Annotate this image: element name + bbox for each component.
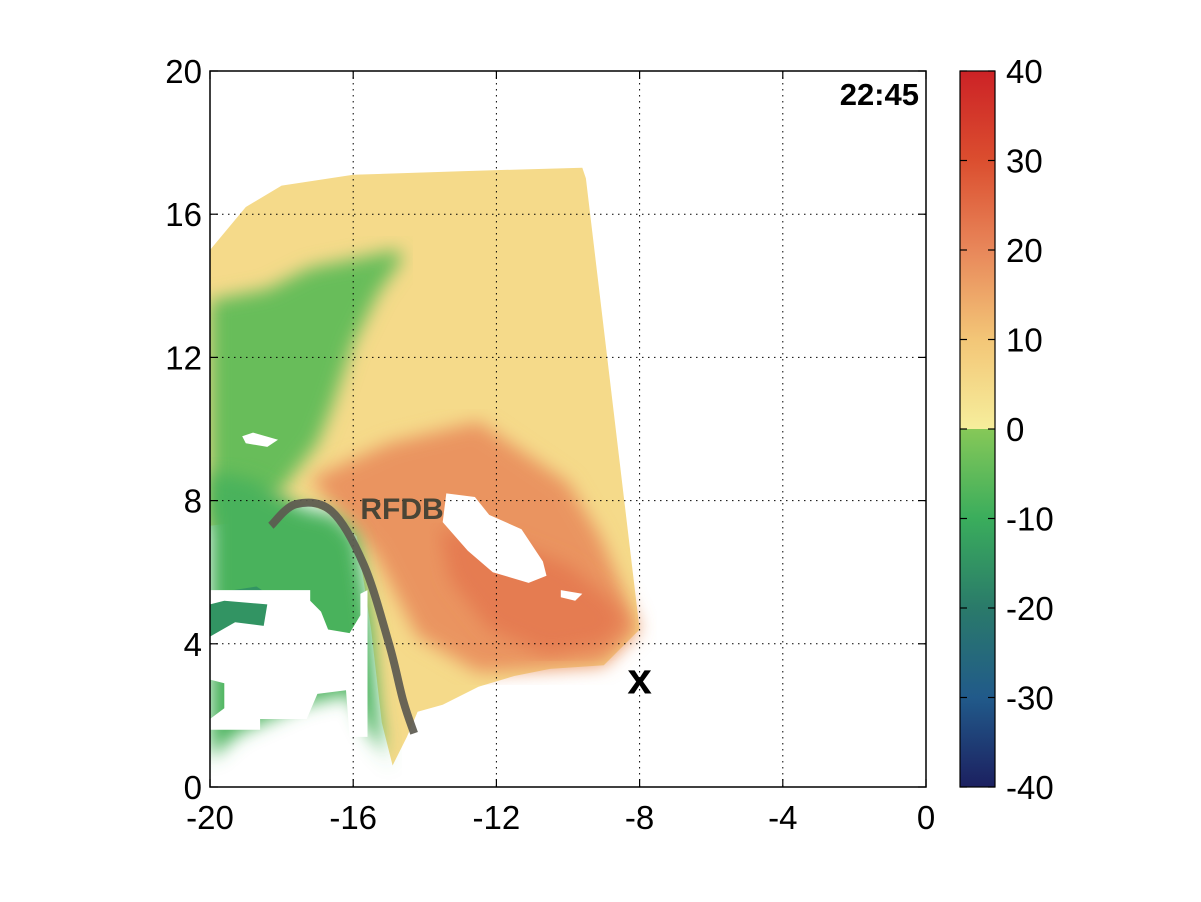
y-tick-label: 20 bbox=[165, 53, 202, 90]
y-tick-label: 4 bbox=[184, 626, 202, 663]
gap-3 bbox=[242, 432, 278, 447]
colorbar-tick-labels: -40 -30 -20 -10 0 10 20 30 40 bbox=[1006, 53, 1054, 806]
x-axis-tick-labels: -20 -16 -12 -8 -4 0 bbox=[186, 799, 935, 836]
x-marker: x bbox=[627, 655, 652, 704]
x-tick-label: -12 bbox=[473, 799, 521, 836]
no-data-gaps bbox=[210, 432, 583, 737]
colorbar-tick-label: 20 bbox=[1006, 232, 1043, 269]
x-tick-label: -16 bbox=[329, 799, 377, 836]
y-tick-label: 12 bbox=[165, 339, 202, 376]
y-tick-label: 8 bbox=[184, 483, 202, 520]
x-tick-label: -4 bbox=[768, 799, 797, 836]
rfdb-boundary-curve bbox=[268, 498, 418, 735]
x-tick-label: -20 bbox=[186, 799, 234, 836]
data-field bbox=[210, 167, 640, 766]
gap-4 bbox=[560, 590, 583, 601]
colorbar-tick-label: -10 bbox=[1006, 501, 1054, 538]
colorbar-tick-label: -40 bbox=[1006, 769, 1054, 806]
timestamp-label: 22:45 bbox=[840, 77, 919, 112]
y-tick-label: 16 bbox=[165, 196, 202, 233]
y-axis-tick-labels: 0 4 8 12 16 20 bbox=[165, 53, 202, 806]
gap-2 bbox=[210, 590, 368, 737]
axis-ticks bbox=[209, 70, 927, 788]
plot-frame bbox=[209, 70, 927, 788]
y-tick-label: 0 bbox=[184, 769, 202, 806]
colorbar-tick-label: -30 bbox=[1006, 680, 1054, 717]
colorbar-tick-label: 30 bbox=[1006, 143, 1043, 180]
gap-1 bbox=[442, 493, 547, 583]
colorbar-ticks bbox=[960, 70, 995, 788]
x-tick-label: -8 bbox=[625, 799, 654, 836]
colorbar-tick-label: 40 bbox=[1006, 53, 1043, 90]
rfdb-annotation: RFDB bbox=[360, 493, 443, 526]
colorbar-tick-label: -20 bbox=[1006, 590, 1054, 627]
region-inbound-green-upper bbox=[210, 250, 404, 526]
x-tick-label: 0 bbox=[917, 799, 935, 836]
colorbar-tick-label: 10 bbox=[1006, 322, 1043, 359]
colorbar-tick-label: 0 bbox=[1006, 411, 1024, 448]
